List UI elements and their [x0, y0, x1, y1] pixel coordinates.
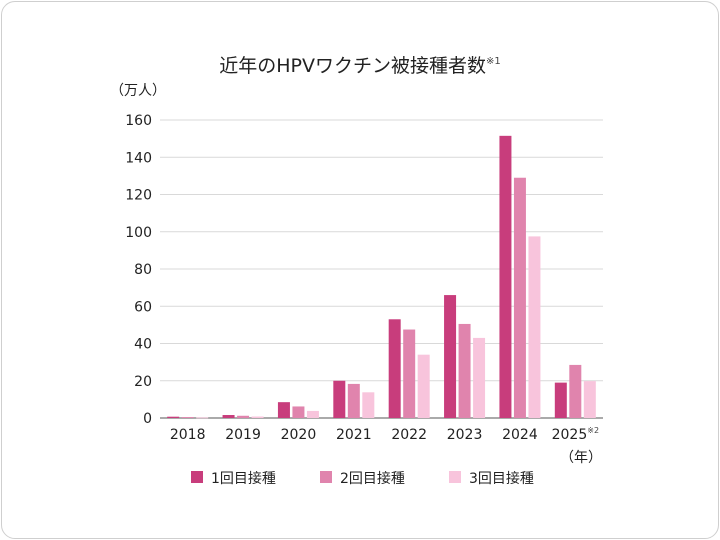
bar [569, 364, 582, 418]
x-tick-note: ※2 [587, 426, 599, 435]
chart-title-text: 近年のHPVワクチン被接種者数 [219, 55, 486, 77]
x-tick-label: 2018 [170, 427, 206, 443]
y-tick-labels: 0 20 40 60 80 100 120 140 160 [125, 113, 152, 427]
bar [499, 135, 512, 419]
y-tick-label: 60 [134, 299, 152, 315]
x-tick-label: 2023 [447, 427, 483, 443]
bar [251, 416, 264, 418]
bar [473, 337, 486, 418]
y-tick-label: 120 [125, 188, 152, 204]
y-tick-label: 20 [134, 374, 152, 390]
legend-swatch [320, 471, 332, 483]
bar [513, 177, 526, 418]
bar [292, 406, 305, 418]
x-tick-label: 2021 [336, 427, 372, 443]
y-tick-label: 80 [134, 262, 152, 278]
bar [196, 417, 209, 419]
chart-title-note: ※1 [486, 56, 501, 67]
bar [237, 415, 250, 418]
bars [167, 135, 596, 419]
legend-label: 2回目接種 [340, 470, 405, 487]
legend-label: 1回目接種 [211, 470, 276, 487]
bar [528, 236, 541, 418]
bar [167, 416, 180, 418]
x-tick-labels: 2018 2019 2020 2021 2022 2023 2024 2025※2 [170, 426, 599, 443]
x-tick-label: 2019 [225, 427, 261, 443]
y-tick-label: 40 [134, 337, 152, 353]
bar [458, 323, 471, 418]
y-axis-unit-label: （万人） [110, 83, 166, 99]
bar [583, 381, 596, 418]
y-tick-label: 160 [125, 113, 152, 129]
legend-swatch [191, 471, 203, 483]
x-tick-label: 2020 [281, 427, 317, 443]
chart-title: 近年のHPVワクチン被接種者数※1 [219, 55, 501, 77]
bar [362, 392, 375, 418]
bar [222, 415, 235, 418]
y-tick-label: 100 [125, 225, 152, 241]
bar [403, 329, 416, 418]
bar [417, 354, 430, 418]
bar [388, 319, 401, 418]
legend: 1回目接種 2回目接種 3回目接種 [191, 470, 534, 487]
bar [306, 410, 319, 418]
bar [554, 382, 567, 418]
y-tick-label: 0 [143, 411, 152, 427]
bar [347, 383, 360, 418]
x-tick-label: 2022 [391, 427, 427, 443]
bar [444, 295, 457, 418]
legend-label: 3回目接種 [469, 470, 534, 487]
x-tick-label: 2024 [502, 427, 538, 443]
x-tick-label: 2025※2 [552, 426, 599, 443]
bar [277, 402, 290, 418]
x-axis-unit-label: （年） [560, 450, 602, 466]
bar [333, 380, 346, 418]
legend-swatch [449, 471, 461, 483]
bar [181, 417, 194, 418]
y-tick-label: 140 [125, 150, 152, 166]
